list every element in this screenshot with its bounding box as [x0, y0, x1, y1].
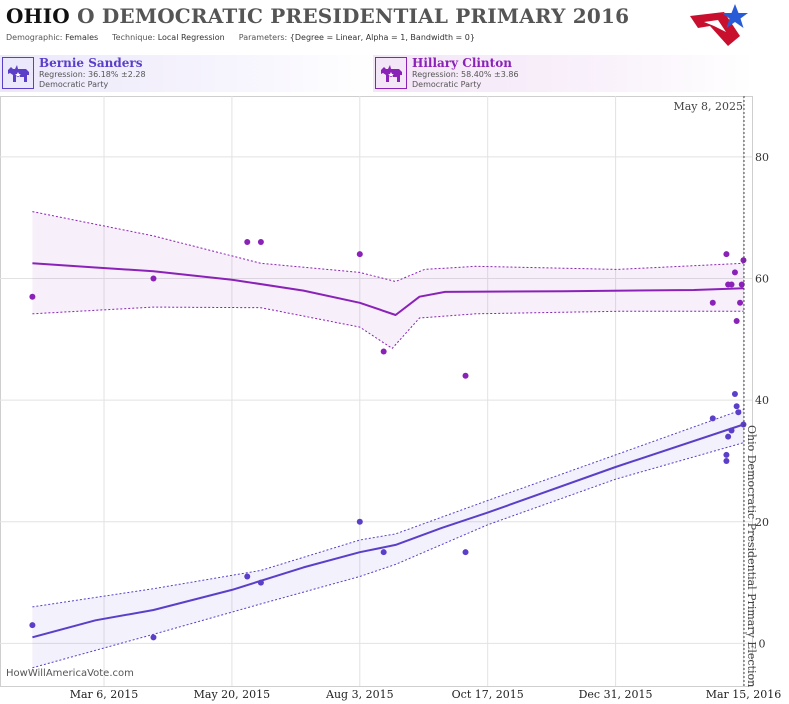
- data-point-clinton: [737, 299, 744, 306]
- candidate-name: Hillary Clinton: [412, 56, 512, 70]
- x-tick-label: Oct 17, 2015: [452, 688, 524, 701]
- candidate-regression: Regression: 36.18% ±2.28: [39, 70, 146, 79]
- x-tick-label: Mar 15, 2016: [706, 688, 782, 701]
- data-point-sanders: [731, 391, 738, 398]
- candidate-party: Democratic Party: [412, 80, 482, 89]
- data-point-clinton: [356, 251, 363, 258]
- donkey-icon: [2, 57, 34, 89]
- parameters-value: {Degree = Linear, Alpha = 1, Bandwidth =…: [289, 33, 475, 42]
- technique-value: Local Regression: [157, 33, 225, 42]
- parameters-line: Demographic: Females Technique: Local Reg…: [6, 33, 475, 42]
- trend-line-clinton: [32, 262, 744, 316]
- data-point-sanders: [728, 427, 735, 434]
- x-tick-label: Dec 31, 2015: [579, 688, 653, 701]
- x-tick-label: Mar 6, 2015: [70, 688, 139, 701]
- confidence-band-sanders: [32, 409, 744, 668]
- data-point-sanders: [733, 403, 740, 410]
- demographic-value: Females: [65, 33, 99, 42]
- data-point-clinton: [723, 251, 730, 258]
- data-point-clinton: [150, 275, 157, 282]
- data-point-sanders: [29, 622, 36, 629]
- data-point-clinton: [733, 318, 740, 325]
- election-label: Ohio Democratic Presidential Primary Ele…: [745, 425, 758, 687]
- candidate-card-sanders: Bernie Sanders Regression: 36.18% ±2.28 …: [0, 55, 378, 92]
- current-date-label: May 8, 2025: [673, 100, 743, 113]
- data-point-clinton: [380, 348, 387, 355]
- data-point-clinton: [257, 238, 264, 245]
- candidate-card-clinton: Hillary Clinton Regression: 58.40% ±3.86…: [373, 55, 753, 92]
- donkey-icon: [375, 57, 407, 89]
- data-point-clinton: [728, 281, 735, 288]
- data-point-clinton: [738, 281, 745, 288]
- data-point-sanders: [380, 549, 387, 556]
- data-point-sanders: [462, 549, 469, 556]
- data-point-sanders: [723, 451, 730, 458]
- y-tick-label: 80: [755, 151, 769, 164]
- title-state: OHIO: [6, 4, 70, 28]
- data-point-clinton: [709, 299, 716, 306]
- trend-line-sanders: [32, 423, 744, 639]
- source-credit: HowWillAmericaVote.com: [6, 668, 134, 679]
- confidence-band-clinton: [32, 211, 744, 349]
- y-tick-label: 40: [755, 394, 769, 407]
- y-tick-label: 0: [759, 637, 766, 650]
- site-logo-icon: [690, 4, 748, 46]
- candidate-party: Democratic Party: [39, 80, 109, 89]
- parameters-label: Parameters:: [238, 33, 288, 42]
- data-point-clinton: [462, 372, 469, 379]
- data-point-sanders: [150, 634, 157, 641]
- lower-bound-clinton: [32, 306, 744, 350]
- x-tick-label: May 20, 2015: [194, 688, 271, 701]
- demographic-label: Demographic:: [6, 33, 63, 42]
- data-point-sanders: [723, 457, 730, 464]
- data-point-clinton: [244, 238, 251, 245]
- y-tick-label: 60: [755, 272, 769, 285]
- data-point-sanders: [735, 409, 742, 416]
- candidate-name: Bernie Sanders: [39, 56, 143, 70]
- data-point-clinton: [731, 269, 738, 276]
- data-point-sanders: [257, 579, 264, 586]
- lower-bound-sanders: [32, 442, 744, 669]
- chart-title: OHIO O DEMOCRATIC PRESIDENTIAL PRIMARY 2…: [6, 4, 629, 28]
- data-point-clinton: [29, 293, 36, 300]
- upper-bound-sanders: [32, 408, 744, 608]
- y-tick-label: 20: [755, 516, 769, 529]
- data-point-sanders: [709, 415, 716, 422]
- data-point-sanders: [356, 518, 363, 525]
- technique-label: Technique:: [112, 33, 156, 42]
- data-point-sanders: [725, 433, 732, 440]
- title-text: O DEMOCRATIC PRESIDENTIAL PRIMARY 2016: [77, 4, 630, 28]
- data-point-sanders: [244, 573, 251, 580]
- upper-bound-clinton: [32, 211, 744, 283]
- x-tick-label: Aug 3, 2015: [325, 688, 394, 701]
- plot-frame: [0, 96, 753, 687]
- candidate-regression: Regression: 58.40% ±3.86: [412, 70, 519, 79]
- chart-header: OHIO O DEMOCRATIC PRESIDENTIAL PRIMARY 2…: [0, 0, 789, 50]
